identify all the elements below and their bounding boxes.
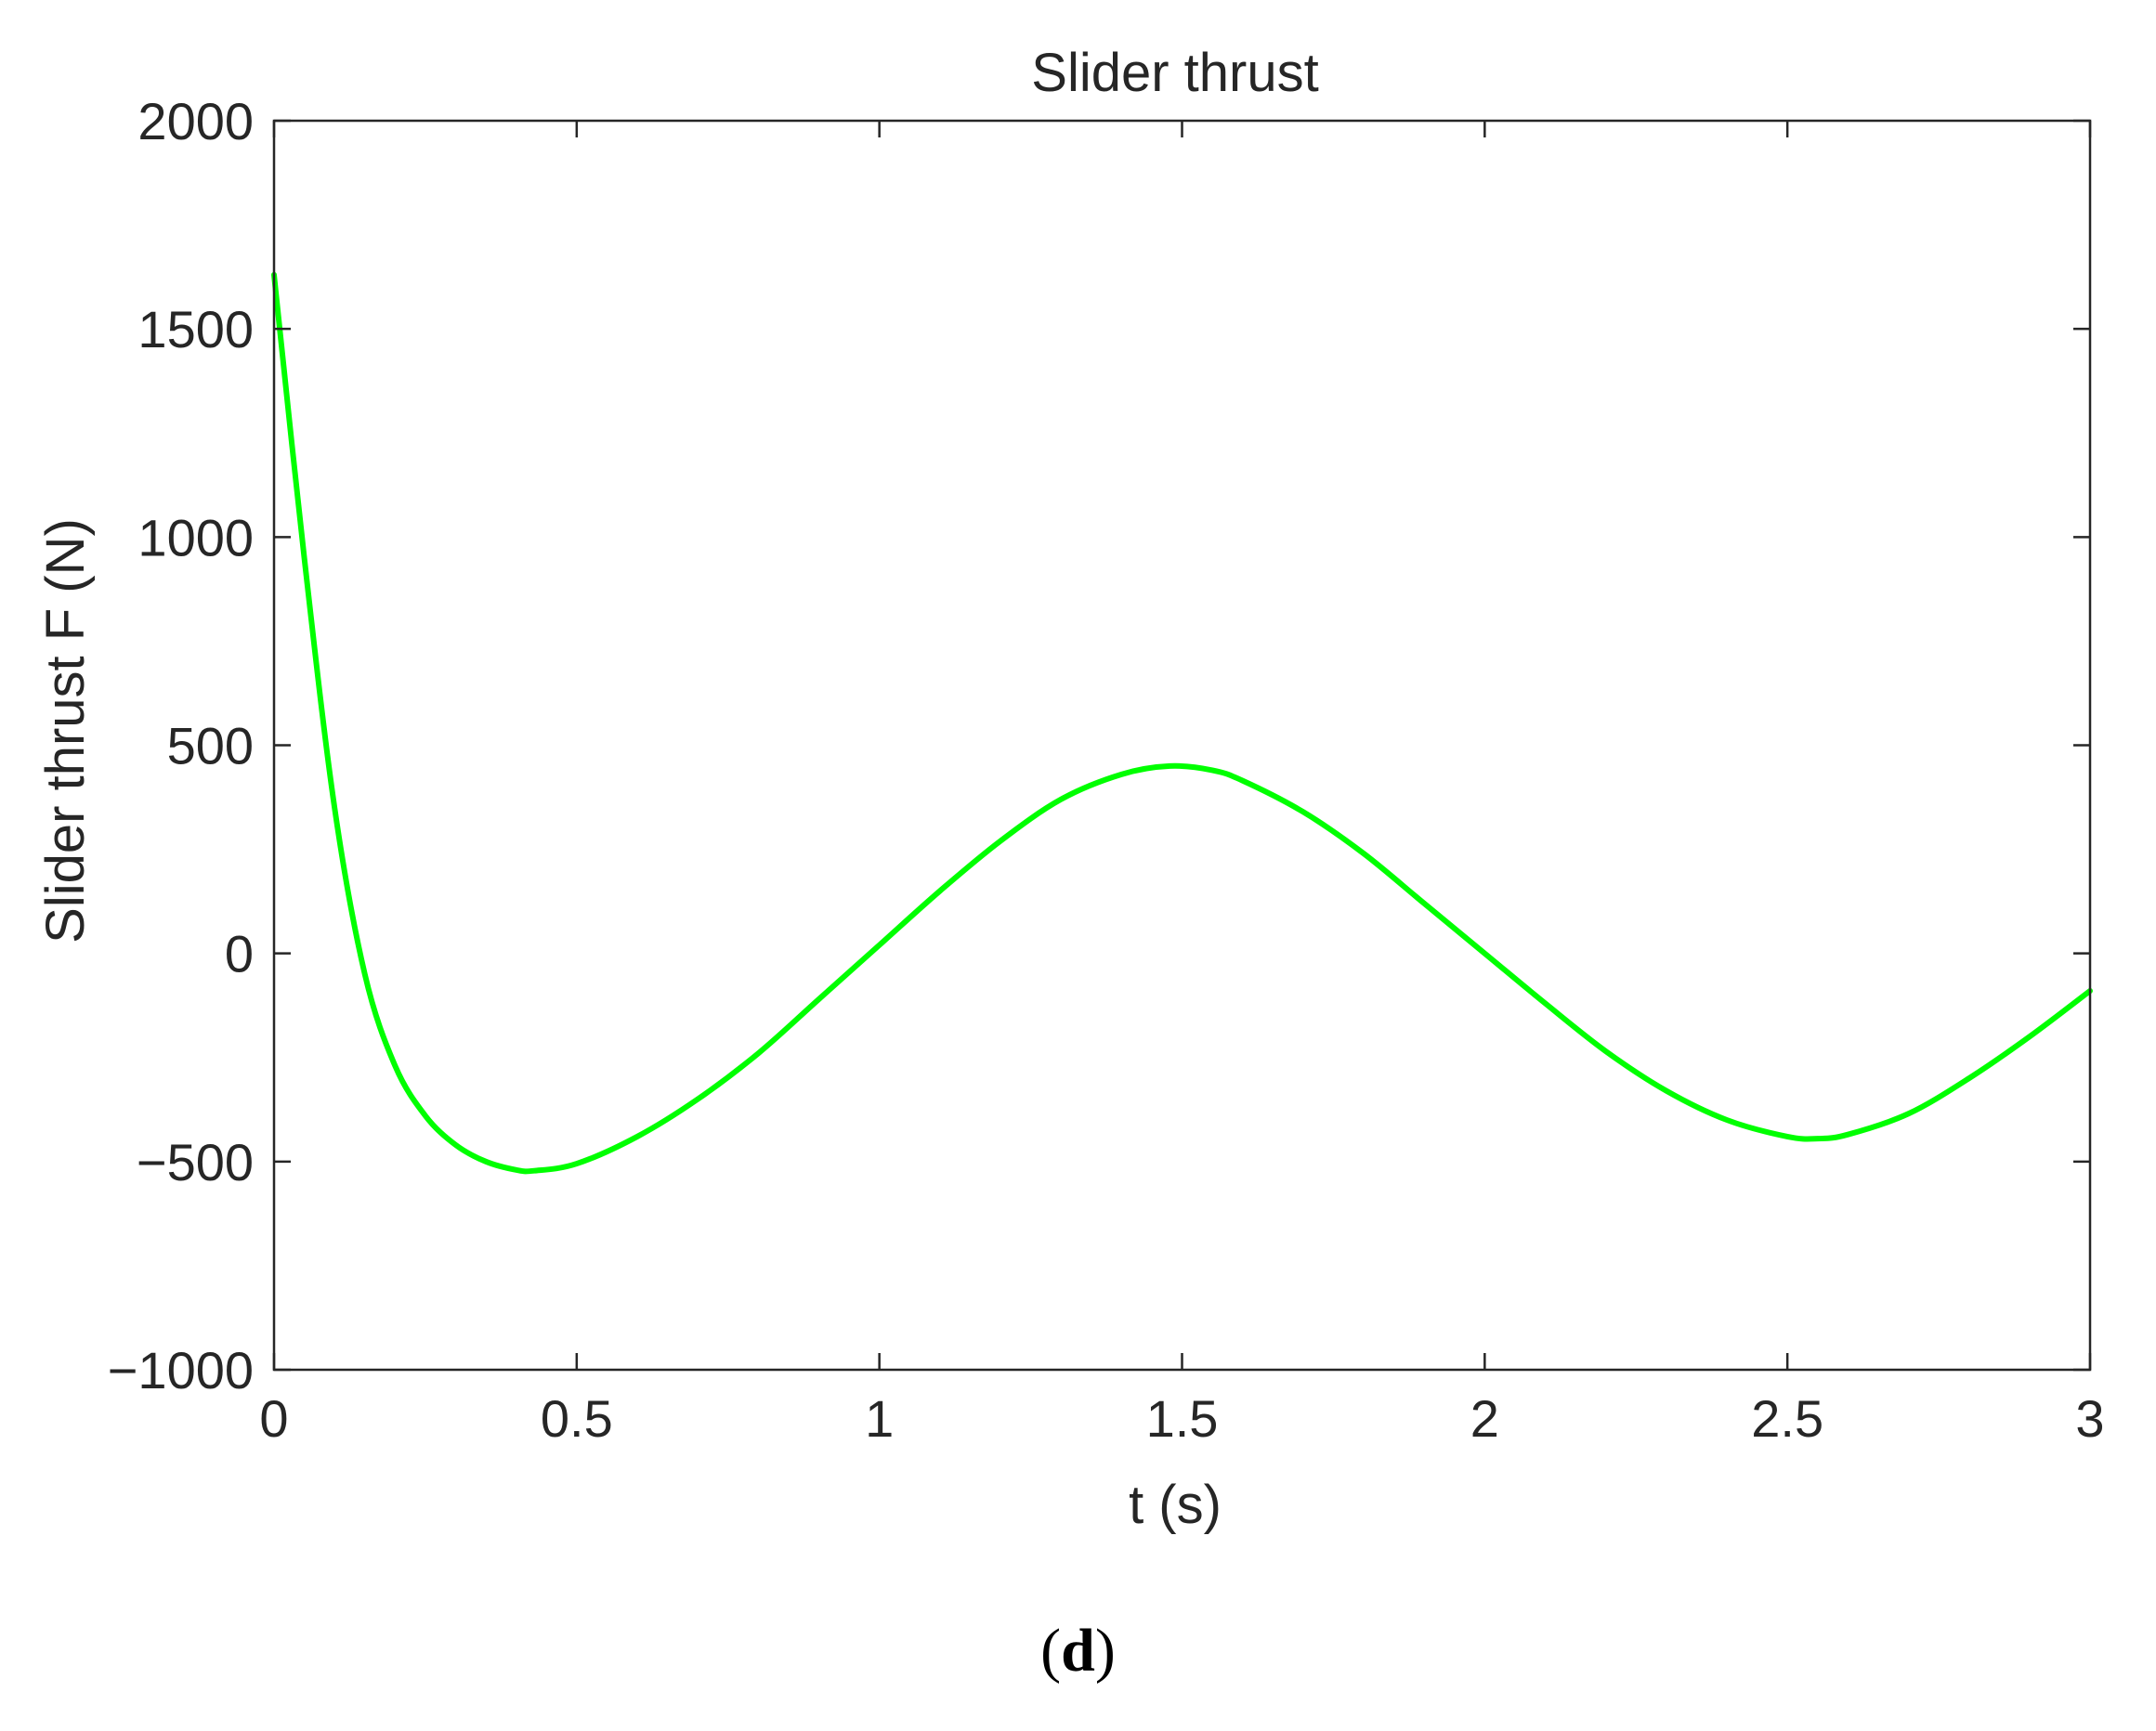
axes-layer: 0 0.5 1 1.5 2 2.5 3 −1000 −500 0 500 1000 1500 2000 (108, 92, 2105, 1448)
x-tick-label: 3 (2075, 1389, 2104, 1448)
labels-layer: Slider thrust t (s) Slider thrust F (N) (35, 43, 1319, 1535)
y-tick-label: 1000 (137, 508, 254, 566)
y-tick-label: 500 (167, 717, 254, 775)
x-tick-label: 1.5 (1146, 1389, 1219, 1448)
x-tick-label: 2.5 (1751, 1389, 1823, 1448)
chart-title: Slider thrust (1031, 43, 1318, 103)
y-tick-label: 2000 (137, 92, 254, 150)
panel-label-open: ( (1040, 1617, 1062, 1685)
plot-area (274, 121, 2090, 1370)
series-layer (271, 271, 2093, 1175)
x-axis-label: t (s) (1129, 1475, 1222, 1535)
x-tick-label: 0 (259, 1389, 288, 1448)
panel-label: (d) (0, 1616, 2156, 1686)
x-tick-label: 2 (1470, 1389, 1499, 1448)
plot-background (274, 121, 2090, 1370)
y-tick-label: 1500 (137, 300, 254, 358)
series-line-0 (271, 271, 2093, 1175)
y-tick-label: −500 (137, 1133, 254, 1191)
y-tick-label: −1000 (108, 1341, 254, 1399)
panel-label-close: ) (1094, 1617, 1116, 1685)
panel-label-letter: d (1061, 1617, 1095, 1685)
x-tick-label: 0.5 (541, 1389, 613, 1448)
x-tick-label: 1 (865, 1389, 894, 1448)
y-tick-label: 0 (225, 925, 254, 983)
y-axis-label: Slider thrust F (N) (35, 518, 96, 944)
